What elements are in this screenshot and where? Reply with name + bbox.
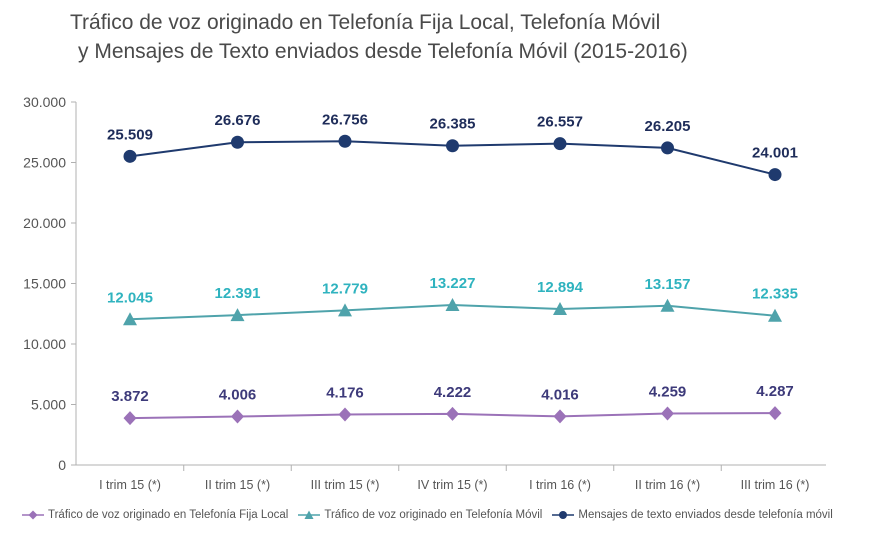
x-tick-label: III trim 15 (*) (311, 478, 380, 492)
data-label: 4.259 (649, 383, 687, 400)
data-label: 12.779 (322, 280, 368, 297)
chart-title-line2: y Mensajes de Texto enviados desde Telef… (78, 40, 688, 63)
data-label: 26.557 (537, 114, 583, 131)
legend-label: Tráfico de voz originado en Telefonía Fi… (48, 509, 289, 521)
data-label: 3.872 (111, 388, 149, 405)
y-tick-label: 30.000 (23, 94, 66, 110)
chart-series: 3.872 4.006 4.176 4.222 4.016 4.259 4.287 12.04… (107, 111, 798, 426)
y-tick-label: 15.000 (23, 276, 66, 292)
data-label: 13.227 (430, 275, 476, 292)
data-point-circle (553, 137, 567, 151)
chart-title-line1: Tráfico de voz originado en Telefonía Fi… (70, 11, 661, 34)
legend-swatch-diamond (22, 510, 44, 520)
x-tick-label: I trim 15 (*) (99, 478, 161, 492)
data-label: 4.006 (219, 387, 257, 404)
data-point-circle (661, 141, 674, 155)
data-point-diamond (768, 406, 782, 421)
data-label: 26.205 (645, 118, 691, 135)
y-tick-label: 25.000 (23, 155, 66, 171)
legend-swatch-circle (552, 511, 575, 519)
data-label: 13.157 (645, 276, 691, 293)
y-tick-label: 20.000 (23, 215, 66, 231)
x-tick-label: II trim 15 (*) (205, 478, 270, 492)
series-diamond: 3.872 4.006 4.176 4.222 4.016 4.259 4.287 (111, 383, 794, 426)
series-circle: 25.509 26.676 26.756 26.385 26.557 26.205 24.0… (107, 111, 798, 182)
data-label: 4.222 (434, 384, 472, 401)
data-point-circle (768, 168, 782, 182)
data-label: 12.045 (107, 289, 153, 306)
legend-label: Tráfico de voz originado en Telefonía Mó… (324, 509, 543, 521)
legend-item: Mensajes de texto enviados desde telefon… (552, 509, 833, 521)
x-tick-label: II trim 16 (*) (635, 478, 700, 492)
data-point-diamond (338, 407, 352, 422)
data-label: 26.385 (430, 116, 476, 133)
data-point-diamond (553, 409, 567, 424)
x-tick-label: IV trim 15 (*) (417, 478, 487, 492)
series-triangle: 12.045 12.391 12.779 13.227 12.894 13.157 12.3… (107, 275, 798, 326)
data-label: 4.176 (326, 384, 364, 401)
x-tick-label: III trim 16 (*) (741, 478, 810, 492)
legend-item: Tráfico de voz originado en Telefonía Fi… (22, 509, 288, 521)
data-label: 4.016 (541, 386, 579, 403)
data-label: 26.756 (322, 111, 368, 128)
legend-label: Mensajes de texto enviados desde telefon… (578, 509, 833, 521)
y-tick-label: 10.000 (23, 336, 66, 352)
data-point-circle (123, 149, 137, 163)
data-label: 25.509 (107, 126, 153, 143)
data-label: 26.676 (215, 112, 261, 129)
data-point-circle (231, 135, 244, 149)
chart-title: Tráfico de voz originado en Telefonía Fi… (70, 8, 830, 66)
data-point-triangle (338, 303, 352, 317)
data-point-triangle (768, 308, 782, 322)
chart-axes: 0 5.000 10.000 15.000 20.000 25.000 30.000 I tr… (23, 94, 826, 492)
data-point-diamond (231, 409, 244, 424)
legend-item: Tráfico de voz originado en Telefonía Mó… (298, 509, 542, 521)
data-point-diamond (446, 406, 459, 421)
data-label: 4.287 (756, 383, 794, 400)
data-label: 12.391 (215, 285, 261, 302)
x-tick-label: I trim 16 (*) (529, 478, 591, 492)
y-tick-label: 0 (58, 457, 66, 473)
data-label: 24.001 (752, 145, 798, 162)
data-point-diamond (661, 406, 674, 421)
data-label: 12.335 (752, 286, 798, 303)
chart-legend: Tráfico de voz originado en Telefonía Fi… (22, 509, 833, 521)
y-tick-label: 5.000 (31, 397, 66, 413)
data-point-diamond (123, 411, 137, 426)
data-point-triangle (230, 308, 245, 322)
legend-swatch-triangle (298, 510, 321, 519)
data-point-circle (446, 139, 459, 153)
data-point-triangle (445, 297, 460, 311)
data-point-triangle (553, 301, 567, 315)
data-point-triangle (660, 298, 675, 312)
data-point-triangle (123, 312, 137, 326)
data-label: 12.894 (537, 279, 584, 296)
data-point-circle (338, 134, 352, 148)
